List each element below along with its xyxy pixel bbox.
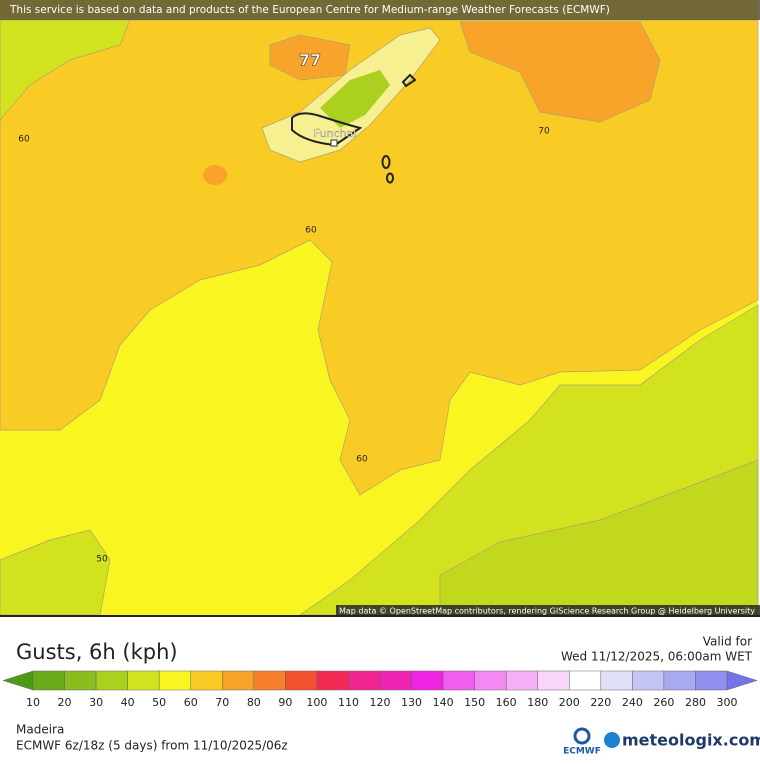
legend-label: 180	[527, 696, 548, 709]
legend-label: 20	[58, 696, 72, 709]
contour-label: 60	[356, 455, 368, 465]
legend-label: 280	[685, 696, 706, 709]
legend-swatch	[127, 670, 160, 691]
legend-swatch	[190, 670, 223, 691]
contour-label: 60	[305, 226, 317, 236]
legend-swatch	[158, 670, 191, 691]
legend-swatch	[222, 670, 255, 691]
legend-label: 300	[717, 696, 738, 709]
legend-label: 90	[278, 696, 292, 709]
legend-swatch	[285, 670, 318, 691]
legend-label: 30	[89, 696, 103, 709]
model-run: ECMWF 6z/18z (5 days) from 11/10/2025/06…	[16, 739, 288, 753]
legend-swatch	[442, 670, 475, 691]
max-label: 77	[299, 51, 321, 70]
legend-label: 140	[433, 696, 454, 709]
legend-label: 160	[496, 696, 517, 709]
legend-swatch	[411, 670, 444, 691]
legend-swatch	[632, 670, 665, 691]
legend-label: 200	[559, 696, 580, 709]
gust-area-70-80	[203, 165, 227, 185]
legend-swatch	[569, 670, 602, 691]
coastline	[291, 112, 363, 147]
coastline	[401, 73, 417, 88]
region: Madeira	[16, 723, 64, 737]
gust-area-70-80	[459, 21, 661, 123]
legend-swatch	[600, 670, 633, 691]
legend-arrow	[726, 670, 758, 691]
meteologix-logo-text: meteologix.com	[622, 731, 760, 750]
legend-label: 10	[26, 696, 40, 709]
legend-swatch	[95, 670, 128, 691]
legend-swatch	[348, 670, 381, 691]
banner-background	[0, 0, 760, 20]
legend-label: 130	[401, 696, 422, 709]
ecmwf-logo-text: ECMWF	[563, 747, 601, 757]
legend-label: 260	[653, 696, 674, 709]
legend-label: 50	[152, 696, 166, 709]
contour-label: 50	[96, 555, 108, 565]
legend-label: 100	[306, 696, 327, 709]
legend-swatch	[316, 670, 349, 691]
legend-label: 110	[338, 696, 359, 709]
coastline	[386, 172, 394, 184]
legend-label: 240	[622, 696, 643, 709]
gust-area-60-70	[0, 19, 759, 496]
legend-swatch	[695, 670, 728, 691]
legend-swatch	[537, 670, 570, 691]
title: Gusts, 6h (kph)	[16, 640, 178, 664]
coastline	[381, 155, 391, 169]
legend-swatch	[32, 670, 65, 691]
attribution-background	[336, 605, 760, 616]
city-label: Funchal	[314, 127, 357, 140]
city-marker	[330, 139, 338, 147]
legend-swatch	[505, 670, 538, 691]
legend-label: 120	[370, 696, 391, 709]
legend-label: 40	[121, 696, 135, 709]
legend-label: 60	[184, 696, 198, 709]
valid-time: Wed 11/12/2025, 06:00am WET	[561, 650, 753, 664]
map-border	[0, 615, 760, 617]
legend-swatch	[379, 670, 412, 691]
map	[0, 0, 759, 616]
legend-swatch	[663, 670, 696, 691]
island-area	[320, 70, 390, 128]
legend-label: 220	[590, 696, 611, 709]
legend-swatch	[253, 670, 286, 691]
valid-label: Valid for	[703, 635, 752, 649]
banner: This service is based on data and produc…	[9, 4, 610, 16]
legend-swatch	[474, 670, 507, 691]
legend: 10 20 30 40 50 60 70 80 90 100 110 120 130 140 150 160 1…	[2, 670, 758, 709]
legend-label: 70	[215, 696, 229, 709]
contour-label: 60	[18, 135, 30, 145]
legend-label: 150	[464, 696, 485, 709]
attribution: Map data © OpenStreetMap contributors, r…	[339, 607, 755, 616]
meteologix-logo	[604, 732, 620, 748]
legend-label: 80	[247, 696, 261, 709]
contour-label: 70	[538, 127, 550, 137]
legend-arrow	[2, 670, 34, 691]
legend-swatch	[64, 670, 97, 691]
gust-area-40-50	[0, 529, 111, 616]
ecmwf-logo	[573, 727, 591, 745]
